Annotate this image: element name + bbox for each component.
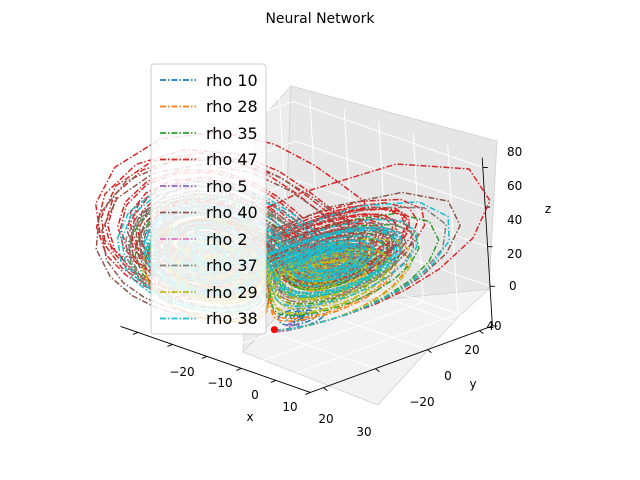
x-tick-mark bbox=[167, 344, 172, 346]
z-tick-labels: 0 20 40 60 80 bbox=[507, 145, 522, 293]
legend-label: rho 5 bbox=[206, 177, 248, 196]
legend: rho 10 rho 28 rho 35 rho 47 rho 5 rho 40… bbox=[151, 64, 266, 334]
y-tick-label: 0 bbox=[444, 369, 452, 383]
x-tick-label: −10 bbox=[207, 376, 232, 390]
x-tick-label: 30 bbox=[356, 425, 371, 439]
z-tick-label: 20 bbox=[507, 247, 522, 261]
legend-label: rho 37 bbox=[206, 256, 258, 275]
legend-label: rho 47 bbox=[206, 150, 258, 169]
x-tick-label: −20 bbox=[169, 365, 194, 379]
y-tick-mark bbox=[427, 350, 431, 353]
y-tick-label: −20 bbox=[409, 395, 434, 409]
x-tick-mark bbox=[202, 356, 207, 358]
legend-label: rho 2 bbox=[206, 230, 248, 249]
x-tick-mark bbox=[305, 392, 310, 394]
legend-label: rho 10 bbox=[206, 71, 258, 90]
x-tick-label: 20 bbox=[318, 412, 333, 426]
x-tick-mark bbox=[236, 368, 241, 370]
x-tick-mark bbox=[133, 332, 138, 334]
x-tick-label: 10 bbox=[282, 400, 297, 414]
z-tick-label: 80 bbox=[507, 145, 522, 159]
legend-label: rho 38 bbox=[206, 309, 258, 328]
y-tick-mark bbox=[323, 388, 327, 391]
legend-label: rho 40 bbox=[206, 203, 258, 222]
legend-label: rho 35 bbox=[206, 124, 258, 143]
legend-label: rho 28 bbox=[206, 97, 258, 116]
z-tick-label: 0 bbox=[509, 279, 517, 293]
chart-title: Neural Network bbox=[265, 11, 375, 27]
start-point-marker bbox=[271, 326, 278, 333]
legend-label: rho 29 bbox=[206, 283, 258, 302]
z-tick-label: 60 bbox=[507, 179, 522, 193]
z-tick-label: 40 bbox=[507, 213, 522, 227]
z-axis-label: z bbox=[545, 202, 551, 216]
y-tick-label: 40 bbox=[486, 319, 501, 333]
y-tick-label: 20 bbox=[464, 343, 479, 357]
y-axis-label: y bbox=[469, 377, 476, 391]
x-axis-label: x bbox=[246, 410, 253, 424]
y-tick-mark bbox=[479, 331, 483, 334]
x-tick-mark bbox=[271, 380, 276, 382]
x-tick-label: 0 bbox=[251, 388, 259, 402]
